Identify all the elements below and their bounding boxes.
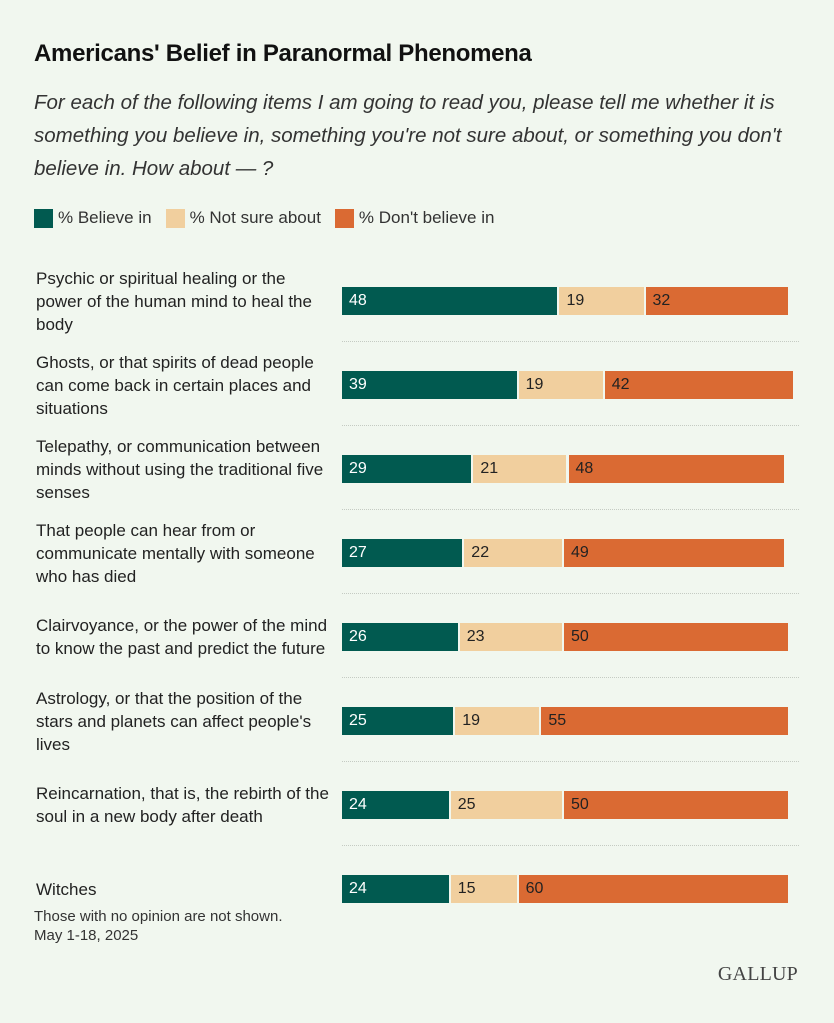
category-label: Clairvoyance, or the power of the mind t… xyxy=(36,616,328,658)
chart-row: Astrology, or that the position of the s… xyxy=(0,678,834,762)
data-label: 42 xyxy=(611,376,630,393)
bar-segment-believe: 29 xyxy=(342,455,474,483)
row-separator xyxy=(342,341,799,342)
bar-segment-not-sure: 19 xyxy=(455,707,542,735)
category-label: Psychic or spiritual healing or the powe… xyxy=(36,268,312,334)
data-label: 22 xyxy=(471,544,490,561)
chart-row: Reincarnation, that is, the rebirth of t… xyxy=(0,762,834,846)
bar-segment-believe: 39 xyxy=(342,371,519,399)
gallup-logo: GALLUP xyxy=(717,963,798,985)
bar-segment-dont-believe: 48 xyxy=(568,455,786,483)
data-label: 48 xyxy=(575,460,594,477)
chart-row: Ghosts, or that spirits of dead people c… xyxy=(0,342,834,426)
data-label: 19 xyxy=(462,712,481,729)
row-separator xyxy=(342,593,799,594)
data-label: 60 xyxy=(525,880,544,897)
bar-segment-dont-believe: 50 xyxy=(563,623,791,651)
data-label: 21 xyxy=(480,460,499,477)
bar-segment-believe: 24 xyxy=(342,791,451,819)
category-label: Telepathy, or communication between mind… xyxy=(36,436,324,502)
legend-item-dont-believe: % Don't believe in xyxy=(334,208,495,228)
footnote-no-opinion: Those with no opinion are not shown. xyxy=(34,908,283,925)
bar-segment-dont-believe: 49 xyxy=(563,539,786,567)
row-separator xyxy=(342,761,799,762)
chart-subtitle: For each of the following items I am goi… xyxy=(34,91,782,180)
legend-swatch-believe xyxy=(34,208,53,228)
data-label: 24 xyxy=(349,796,367,813)
data-label: 23 xyxy=(466,628,485,645)
bar-segment-dont-believe: 55 xyxy=(541,707,791,735)
bar-segment-dont-believe: 60 xyxy=(518,875,791,903)
legend-swatch-dont-believe xyxy=(334,208,354,228)
category-label: Reincarnation, that is, the rebirth of t… xyxy=(36,784,329,826)
category-label: Witches xyxy=(36,879,97,899)
legend-item-not-sure: % Not sure about xyxy=(165,208,321,228)
row-separator xyxy=(342,425,799,426)
chart-row: Telepathy, or communication between mind… xyxy=(0,426,834,510)
data-label: 50 xyxy=(570,796,589,813)
row-separator xyxy=(342,845,799,846)
bar-segment-dont-believe: 32 xyxy=(645,287,791,315)
data-label: 48 xyxy=(349,292,367,309)
bar-segment-dont-believe: 42 xyxy=(604,371,795,399)
bar-segment-not-sure: 21 xyxy=(473,455,569,483)
bar-segment-not-sure: 15 xyxy=(450,875,519,903)
legend-swatch-not-sure xyxy=(165,208,185,228)
bar-segment-dont-believe: 50 xyxy=(563,791,791,819)
chart-row: Psychic or spiritual healing or the powe… xyxy=(0,258,834,342)
data-label: 26 xyxy=(349,628,367,645)
category-label: Astrology, or that the position of the s… xyxy=(36,688,312,754)
chart-row: Witches 24 15 60 xyxy=(0,846,834,930)
bar-segment-believe: 26 xyxy=(342,623,460,651)
bar-segment-believe: 48 xyxy=(342,287,560,315)
data-label: 55 xyxy=(548,712,567,729)
data-label: 29 xyxy=(349,460,367,477)
data-label: 19 xyxy=(566,292,585,309)
bar-segment-not-sure: 22 xyxy=(464,539,564,567)
row-separator xyxy=(342,509,799,510)
chart-row: Clairvoyance, or the power of the mind t… xyxy=(0,594,834,678)
chart-title: Americans' Belief in Paranormal Phenomen… xyxy=(34,40,532,67)
bar-segment-believe: 25 xyxy=(342,707,456,735)
legend-label-dont-believe: % Don't believe in xyxy=(358,208,495,227)
data-label: 25 xyxy=(457,796,476,813)
category-label: Ghosts, or that spirits of dead people c… xyxy=(36,352,314,418)
legend-item-believe: % Believe in xyxy=(34,208,152,228)
category-label: That people can hear from or communicate… xyxy=(36,520,315,586)
data-label: 19 xyxy=(525,376,544,393)
bar-segment-not-sure: 23 xyxy=(459,623,564,651)
legend-label-not-sure: % Not sure about xyxy=(189,208,321,227)
legend-label-believe: % Believe in xyxy=(58,208,152,227)
data-label: 32 xyxy=(652,292,671,309)
bar-segment-not-sure: 25 xyxy=(450,791,564,819)
data-label: 27 xyxy=(349,544,367,561)
row-separator xyxy=(342,677,799,678)
bar-segment-not-sure: 19 xyxy=(518,371,605,399)
bar-segment-not-sure: 19 xyxy=(559,287,646,315)
footnote: Those with no opinion are not shown. May… xyxy=(34,907,283,945)
data-label: 24 xyxy=(349,880,367,897)
data-label: 49 xyxy=(570,544,589,561)
bar-segment-believe: 27 xyxy=(342,539,465,567)
chart-row: That people can hear from or communicate… xyxy=(0,510,834,594)
data-label: 25 xyxy=(349,712,367,729)
data-label: 50 xyxy=(570,628,589,645)
legend: % Believe in % Not sure about % Don't be… xyxy=(34,208,508,228)
footnote-date: May 1-18, 2025 xyxy=(34,927,139,944)
bar-segment-believe: 24 xyxy=(342,875,451,903)
data-label: 15 xyxy=(457,880,476,897)
data-label: 39 xyxy=(349,376,367,393)
